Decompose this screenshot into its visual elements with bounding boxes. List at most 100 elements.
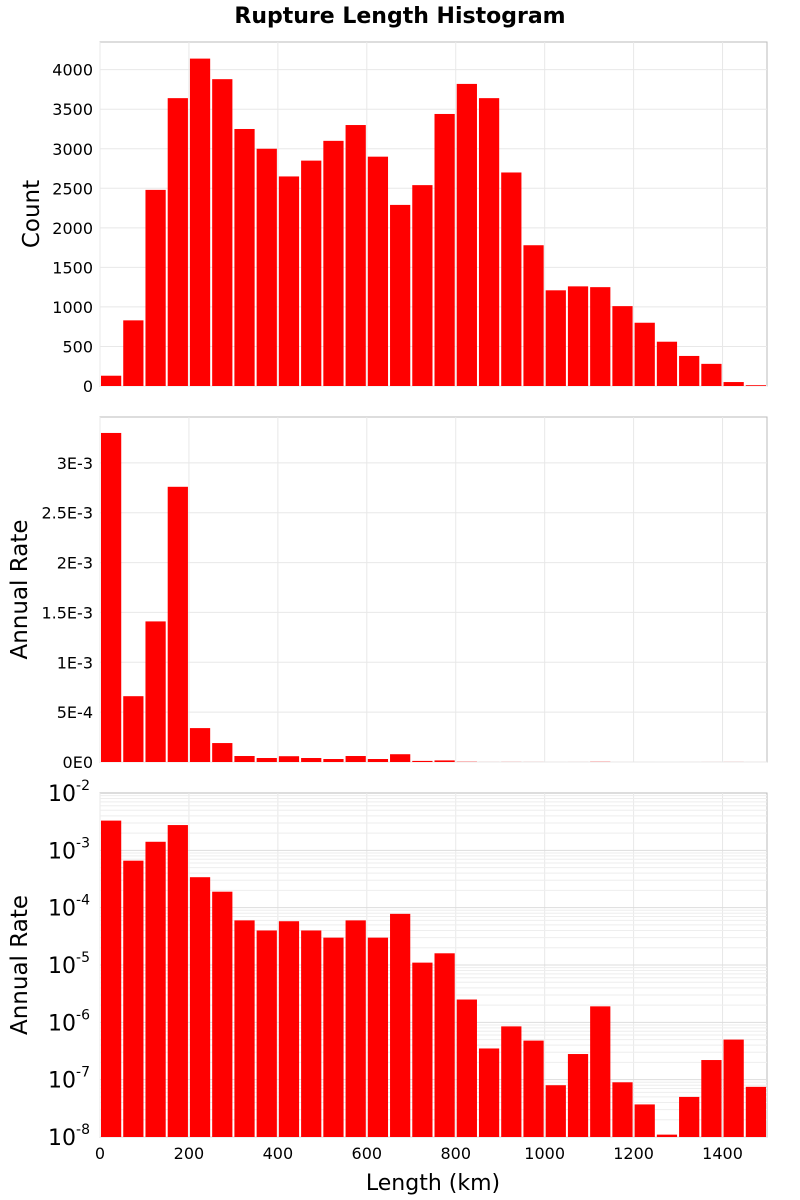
histogram-bar [189,877,211,1137]
histogram-bar [101,432,122,762]
histogram-bar [278,176,300,386]
histogram-bar [412,760,433,762]
histogram-bar [345,125,366,386]
x-tick-label: 1000 [524,1144,565,1163]
histogram-bar [212,891,233,1137]
histogram-bar [501,1026,522,1137]
histogram-bar [634,1104,655,1137]
chart-title: Rupture Length Histogram [234,4,565,29]
y-tick-label: 500 [62,337,93,356]
histogram-bar [123,696,144,762]
y-tick-label: 1E-3 [57,653,93,672]
histogram-bar [501,172,522,386]
y-axis-label: Annual Rate [7,520,33,660]
x-tick-label: 600 [352,1144,383,1163]
histogram-bar [701,363,722,386]
y-tick-label: 2.5E-3 [41,504,93,523]
histogram-bar [390,913,411,1137]
x-axis-label: Length (km) [366,1171,500,1196]
y-tick-label: 10-3 [48,835,90,864]
histogram-bar [478,98,500,386]
plot-area [99,416,768,763]
histogram-bar [323,937,344,1137]
histogram-bar [212,743,233,762]
histogram-bar [745,385,766,386]
histogram-bar [189,728,211,762]
histogram-bar [167,486,188,762]
histogram-bar [345,920,366,1137]
histogram-bar [301,160,322,386]
histogram-bar [256,930,277,1137]
histogram-bar [412,185,433,386]
histogram-bar [701,1060,722,1137]
plot-area [99,41,768,387]
histogram-bar [745,1086,766,1137]
x-tick-label: 1200 [613,1144,654,1163]
histogram-bar [612,306,633,386]
histogram-bar [101,820,122,1137]
histogram-bar [434,760,455,762]
histogram-bar [567,286,589,386]
x-tick-label: 400 [263,1144,294,1163]
y-tick-label: 10-5 [48,950,90,979]
y-tick-label: 2000 [52,219,93,238]
y-tick-label: 10-2 [48,778,90,807]
histogram-bar [123,320,144,386]
histogram-bar [412,962,433,1137]
histogram-bar [167,825,188,1137]
histogram-bar [123,860,144,1137]
histogram-bar [634,322,655,386]
histogram-bar [323,759,344,762]
y-tick-label: 3500 [52,100,93,119]
y-tick-label: 2500 [52,179,93,198]
y-tick-label: 10-6 [48,1007,90,1036]
y-axis-label: Annual Rate [7,895,33,1035]
histogram-bar [567,1054,589,1137]
y-tick-label: 10-8 [48,1122,90,1151]
histogram-bar [434,953,455,1137]
histogram-bar [167,98,188,386]
y-tick-label: 3E-3 [57,454,93,473]
y-tick-label: 5E-4 [57,703,93,722]
histogram-bar [723,1039,744,1137]
histogram-bar [278,921,300,1137]
histogram-bar [723,382,744,386]
histogram-bar [145,189,166,386]
y-tick-label: 1000 [52,298,93,317]
y-tick-label: 2E-3 [57,554,93,573]
x-tick-label: 0 [95,1144,105,1163]
histogram-bar [478,1048,500,1137]
histogram-bar [590,1006,611,1137]
x-axis: 0 200 400 600 800 1000 1200 1400 [95,1144,743,1163]
panel-annual-rate-linear: 0E0 5E-4 1E-3 1.5E-3 2E-3 2.5E-3 3E-3 Annual Ra… [7,416,768,772]
y-tick-label: 10-4 [48,893,90,922]
y-tick-label: 3000 [52,140,93,159]
histogram-bar [390,754,411,762]
y-tick-label: 0E0 [63,753,93,772]
histogram-bar [367,759,389,762]
panel-annual-rate-log: 10-8 10-7 10-6 10-5 10-4 10-3 10-2 Annual Rate [7,778,768,1151]
y-tick-label: 1500 [52,258,93,277]
histogram-bar [256,148,277,386]
histogram-bar [212,79,233,386]
histogram-bar [234,128,255,386]
histogram-bar [234,756,255,762]
histogram-bar [234,920,255,1137]
histogram-bar [590,287,611,386]
histogram-bar [656,341,678,386]
histogram-bar [145,621,166,762]
histogram-bar [145,841,166,1137]
histogram-bar [367,937,389,1137]
x-tick-label: 1400 [702,1144,743,1163]
histogram-bar [523,1040,544,1137]
histogram-bar [345,756,366,762]
histogram-bar [456,999,477,1137]
y-tick-label: 10-7 [48,1065,90,1094]
panel-count: 0 500 1000 1500 2000 2500 3000 3500 4000 Count [19,41,768,396]
histogram-bar [679,1096,700,1137]
y-tick-label: 0 [83,377,93,396]
histogram-bar [301,758,322,762]
y-axis-label: Count [19,180,45,248]
histogram-bar [612,1082,633,1137]
